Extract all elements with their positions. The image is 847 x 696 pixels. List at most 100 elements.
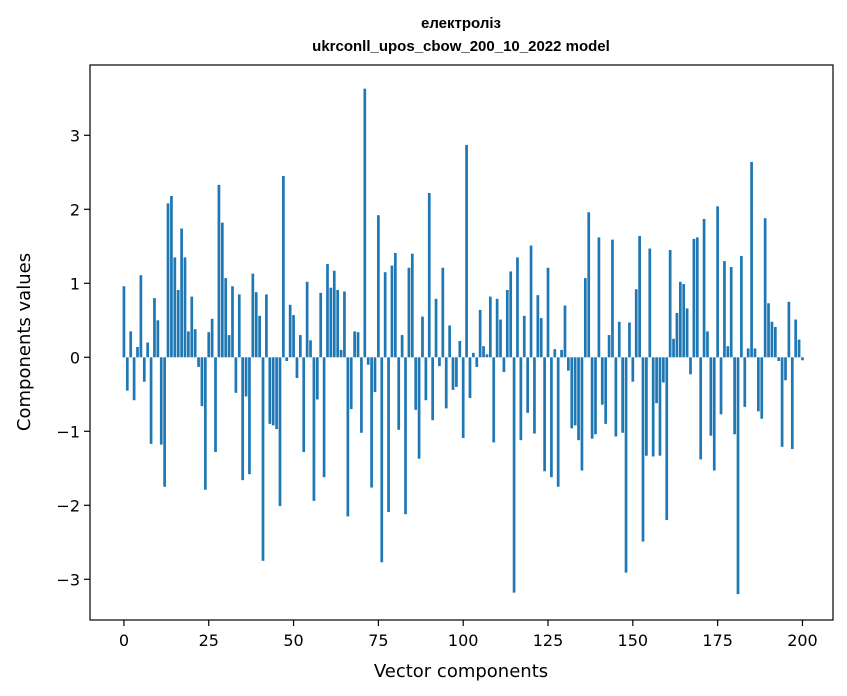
y-tick-label: 0 bbox=[70, 348, 80, 367]
bar-29 bbox=[220, 222, 224, 358]
bar-13 bbox=[166, 203, 170, 358]
bar-176 bbox=[719, 357, 723, 415]
bar-52 bbox=[298, 335, 302, 358]
bar-193 bbox=[777, 357, 781, 361]
bar-143 bbox=[607, 335, 611, 358]
bar-91 bbox=[431, 357, 435, 421]
bar-81 bbox=[397, 357, 401, 430]
bar-123 bbox=[539, 318, 543, 358]
bar-95 bbox=[444, 357, 448, 409]
bars-group bbox=[122, 88, 804, 595]
bar-62 bbox=[332, 270, 336, 358]
bar-112 bbox=[502, 357, 506, 373]
bar-80 bbox=[393, 252, 397, 358]
bar-38 bbox=[251, 273, 255, 358]
bar-146 bbox=[617, 321, 621, 358]
bar-26 bbox=[210, 318, 214, 358]
bar-110 bbox=[495, 298, 499, 358]
bar-8 bbox=[149, 357, 153, 444]
y-axis-label: Components values bbox=[14, 253, 35, 431]
bar-54 bbox=[305, 281, 309, 358]
bar-111 bbox=[499, 319, 502, 358]
bar-19 bbox=[187, 331, 190, 358]
bar-59 bbox=[322, 357, 326, 478]
bar-30 bbox=[224, 278, 228, 358]
bar-22 bbox=[197, 357, 200, 367]
bar-40 bbox=[258, 315, 261, 358]
x-axis-ticks: 0 25 50 75 100 125 150 175 200 bbox=[119, 620, 818, 650]
bar-100 bbox=[461, 357, 465, 438]
bar-86 bbox=[414, 357, 418, 410]
bar-175 bbox=[716, 206, 719, 358]
bar-170 bbox=[699, 357, 703, 460]
bar-122 bbox=[536, 295, 540, 358]
bar-0 bbox=[122, 286, 126, 358]
bar-68 bbox=[353, 331, 356, 358]
bar-104 bbox=[475, 357, 479, 367]
bar-172 bbox=[706, 331, 709, 358]
bar-102 bbox=[468, 357, 472, 398]
chart-subtitle: ukrconll_upos_cbow_200_10_2022 model bbox=[312, 38, 610, 55]
bar-78 bbox=[387, 357, 390, 512]
bar-53 bbox=[302, 357, 306, 453]
bar-77 bbox=[383, 272, 387, 358]
bar-17 bbox=[180, 228, 183, 358]
bar-106 bbox=[482, 346, 485, 358]
chart-title: електроліз bbox=[421, 15, 501, 32]
y-tick-label: 1 bbox=[70, 274, 80, 293]
bar-132 bbox=[570, 357, 574, 429]
bar-1 bbox=[125, 357, 129, 391]
bar-84 bbox=[407, 267, 411, 358]
bar-148 bbox=[624, 357, 628, 573]
bar-15 bbox=[173, 257, 177, 358]
x-tick-label: 175 bbox=[702, 631, 733, 650]
bar-99 bbox=[458, 341, 462, 358]
y-tick-label: 2 bbox=[70, 200, 80, 219]
bar-185 bbox=[750, 161, 753, 358]
bar-4 bbox=[136, 346, 139, 358]
bar-35 bbox=[241, 357, 245, 481]
bar-174 bbox=[712, 357, 716, 471]
bar-178 bbox=[726, 346, 730, 358]
bar-125 bbox=[546, 267, 550, 358]
bar-182 bbox=[740, 255, 743, 358]
bar-161 bbox=[668, 250, 672, 358]
bar-153 bbox=[641, 357, 645, 542]
bar-177 bbox=[723, 261, 726, 358]
bar-149 bbox=[628, 322, 631, 358]
bar-151 bbox=[634, 289, 638, 358]
bar-167 bbox=[689, 357, 692, 375]
bar-141 bbox=[600, 357, 604, 405]
bar-150 bbox=[631, 357, 635, 382]
bar-120 bbox=[529, 245, 533, 358]
bar-135 bbox=[580, 357, 584, 471]
x-tick-label: 25 bbox=[199, 631, 219, 650]
bar-188 bbox=[760, 357, 764, 419]
bar-12 bbox=[163, 357, 166, 487]
y-tick-label: −1 bbox=[56, 422, 80, 441]
bar-73 bbox=[370, 357, 373, 488]
bar-107 bbox=[485, 354, 489, 358]
bar-142 bbox=[604, 357, 608, 424]
bar-105 bbox=[478, 309, 482, 358]
bar-41 bbox=[261, 357, 265, 561]
x-tick-label: 125 bbox=[533, 631, 564, 650]
bar-83 bbox=[404, 357, 407, 515]
bar-114 bbox=[509, 271, 513, 358]
bar-140 bbox=[597, 237, 601, 358]
bar-144 bbox=[611, 239, 614, 358]
x-tick-label: 200 bbox=[787, 631, 818, 650]
bar-20 bbox=[190, 296, 194, 358]
y-tick-label: 3 bbox=[70, 126, 80, 145]
bar-126 bbox=[550, 357, 553, 478]
bar-134 bbox=[577, 357, 580, 441]
bar-47 bbox=[282, 176, 285, 358]
bar-82 bbox=[400, 335, 404, 358]
bar-200 bbox=[801, 357, 804, 361]
bar-165 bbox=[682, 284, 686, 358]
bar-145 bbox=[614, 357, 618, 437]
bar-33 bbox=[234, 357, 238, 393]
bar-147 bbox=[621, 357, 625, 433]
bar-48 bbox=[285, 357, 289, 361]
plot-frame bbox=[89, 64, 834, 621]
